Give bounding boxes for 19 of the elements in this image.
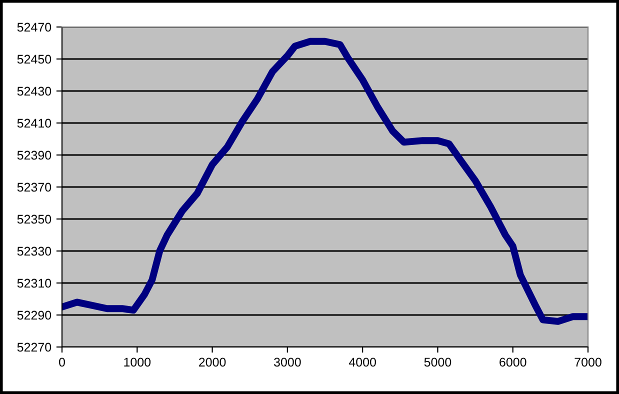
y-tick-label: 52370 — [17, 182, 52, 192]
x-tick-label: 4000 — [348, 358, 376, 367]
y-tick-label: 52270 — [17, 342, 52, 352]
y-tick-label: 52410 — [17, 118, 52, 128]
y-tick-label: 52390 — [17, 150, 52, 160]
y-tick-label: 52430 — [17, 86, 52, 96]
x-tick-label: 7000 — [574, 358, 602, 367]
y-tick-label: 52350 — [17, 214, 52, 224]
y-tick-label: 52310 — [17, 278, 52, 288]
x-tick-label: 1000 — [124, 358, 151, 367]
x-tick-label: 2000 — [199, 358, 226, 367]
x-tick-label: 6000 — [500, 358, 526, 367]
y-tick-label: 52450 — [17, 54, 52, 64]
y-tick-label: 52330 — [17, 246, 52, 256]
y-tick-label: 52290 — [17, 310, 52, 320]
x-tick-label: 5000 — [424, 358, 452, 367]
x-tick-label: 3000 — [274, 358, 301, 367]
y-tick-label: 52470 — [17, 22, 52, 32]
x-tick-label: 0 — [59, 358, 65, 367]
